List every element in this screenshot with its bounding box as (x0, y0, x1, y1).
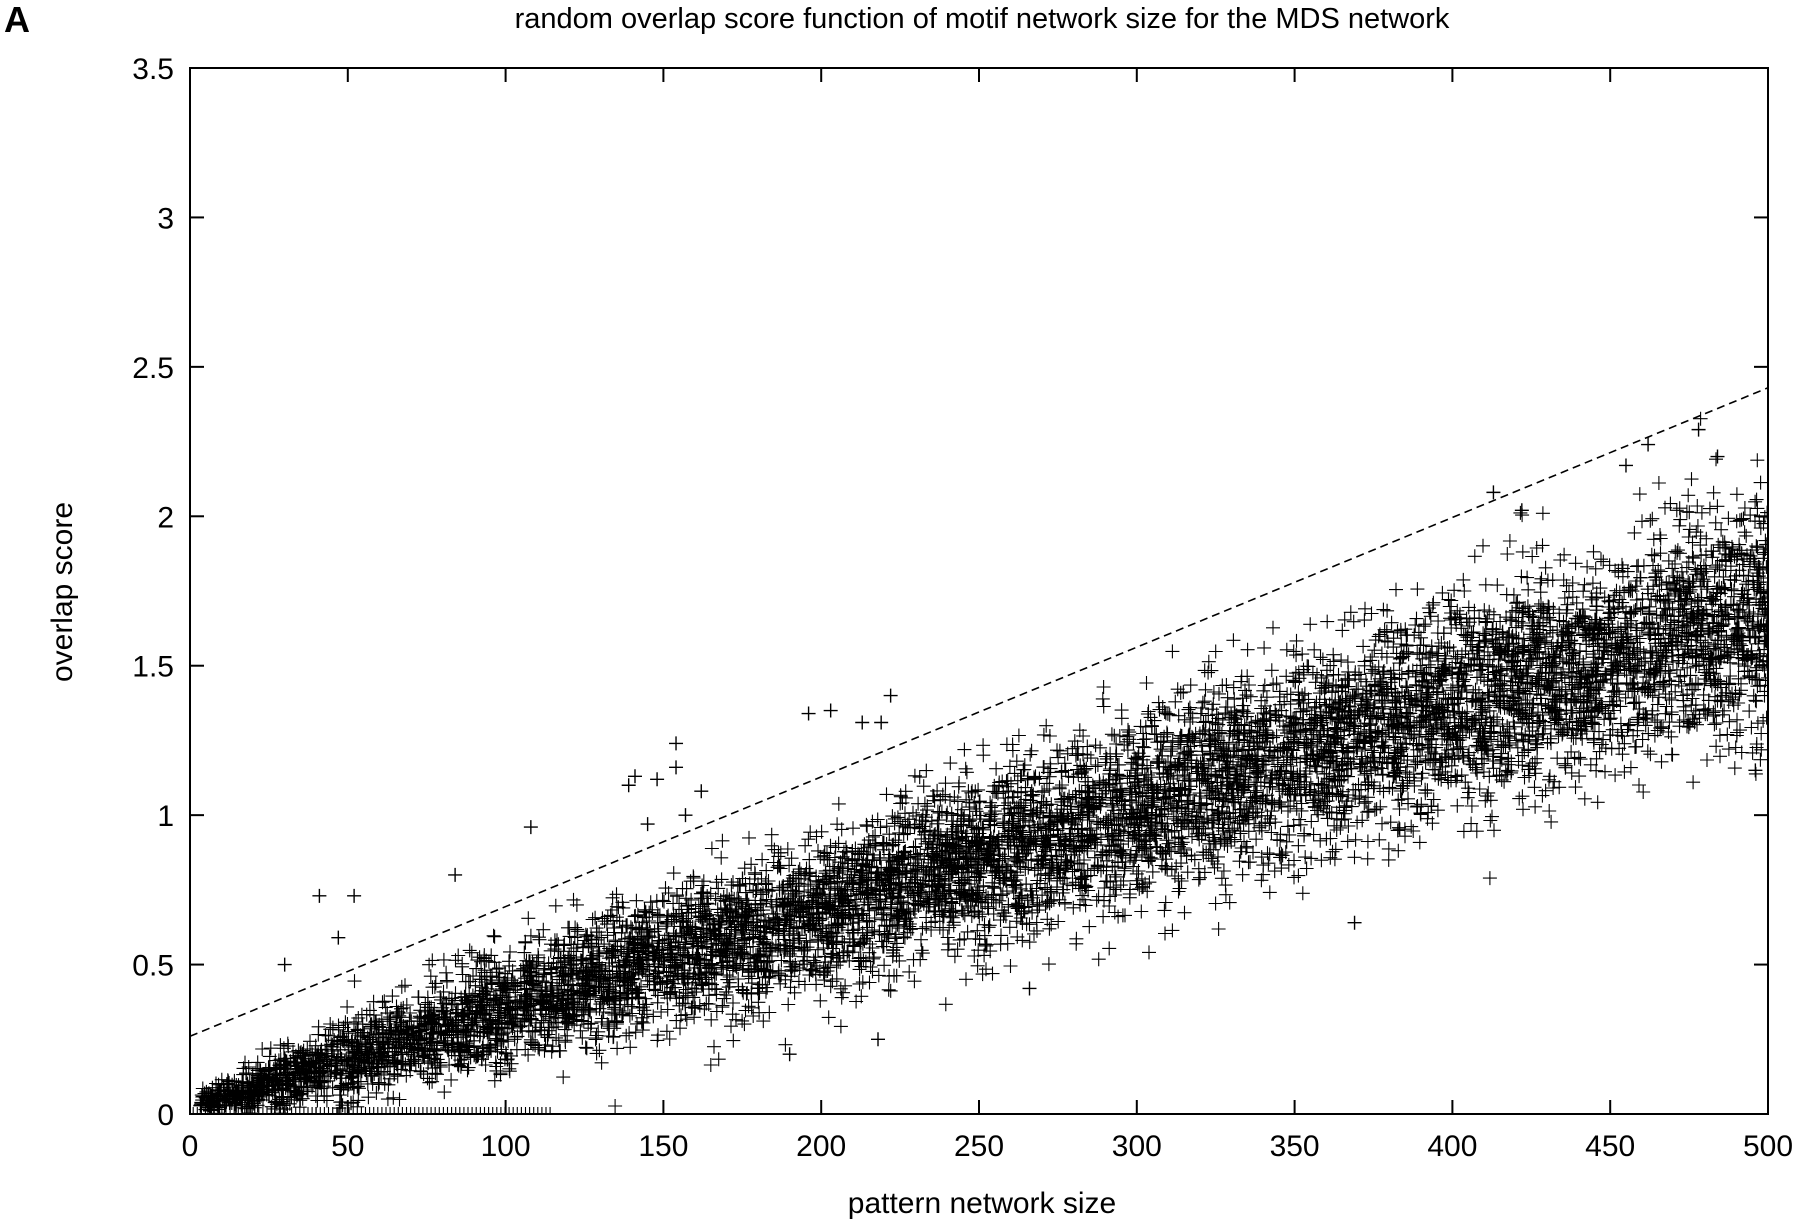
x-tick-label: 200 (796, 1130, 846, 1163)
x-tick-label: 350 (1270, 1130, 1320, 1163)
outlier-point (694, 784, 709, 799)
x-axis-label: pattern network size (848, 1187, 1116, 1220)
x-tick-label: 250 (954, 1130, 1004, 1163)
x-tick-label: 500 (1743, 1130, 1793, 1163)
x-tick-label: 400 (1427, 1130, 1477, 1163)
outlier-point (1710, 449, 1725, 464)
outlier-point (523, 820, 538, 835)
x-tick-label: 450 (1585, 1130, 1635, 1163)
chart-title: random overlap score function of motif n… (515, 3, 1450, 35)
outlier-point (448, 867, 463, 882)
outlier-point (823, 703, 838, 718)
outlier-point (650, 772, 665, 787)
x-tick-label: 300 (1112, 1130, 1162, 1163)
outlier-point (782, 1047, 797, 1062)
outlier-point (883, 688, 898, 703)
outlier-point (871, 1032, 886, 1047)
y-tick-label: 0 (157, 1099, 174, 1132)
outlier-point (855, 715, 870, 730)
outlier-point (277, 957, 292, 972)
y-tick-label: 2.5 (132, 352, 174, 385)
y-tick-label: 3 (157, 202, 174, 235)
y-tick-label: 2 (157, 501, 174, 534)
y-tick-label: 1 (157, 800, 174, 833)
outlier-point (1748, 763, 1763, 778)
y-tick-label: 3.5 (132, 53, 174, 86)
panel-label: A (4, 0, 30, 40)
outlier-point (669, 736, 684, 751)
y-tick-label: 0.5 (132, 950, 174, 983)
outlier-point (1514, 503, 1529, 518)
outlier-point (801, 706, 816, 721)
y-axis-label: overlap score (46, 502, 79, 682)
outlier-point (331, 930, 346, 945)
outlier-point (1691, 422, 1706, 437)
outlier-point (678, 808, 693, 823)
x-tick-label: 100 (481, 1130, 531, 1163)
outlier-point (1347, 915, 1362, 930)
x-tick-label: 50 (331, 1130, 364, 1163)
axes: 0 50 100 150 200 250 300 350 400 450 500 0 0.5 1 1.5 2 2… (132, 53, 1793, 1163)
outlier-point (669, 760, 684, 775)
outlier-point (621, 778, 636, 793)
outlier-point (1022, 981, 1037, 996)
outlier-point (1486, 485, 1501, 500)
outlier-point (1618, 458, 1633, 473)
x-tick-label: 0 (182, 1130, 199, 1163)
y-tick-label: 1.5 (132, 651, 174, 684)
dashed-reference-line (190, 387, 1768, 1038)
outlier-point (874, 715, 889, 730)
outlier-point (347, 888, 362, 903)
outlier-point (640, 817, 655, 832)
outlier-point (627, 769, 642, 784)
x-tick-label: 150 (638, 1130, 688, 1163)
outlier-point (312, 888, 327, 903)
outlier-point (1641, 437, 1656, 452)
